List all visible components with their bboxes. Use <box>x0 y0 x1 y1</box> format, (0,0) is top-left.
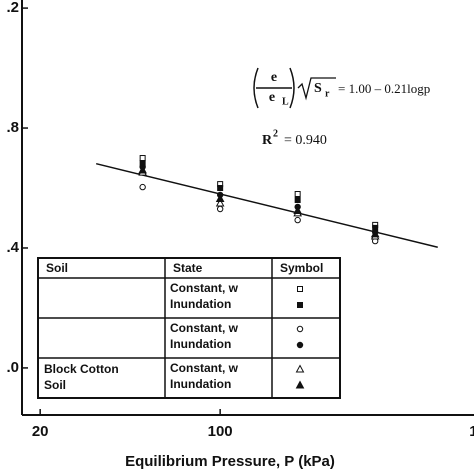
legend-header: Symbol <box>280 261 323 275</box>
point <box>217 185 224 192</box>
y-tick-label: .0 <box>6 359 19 376</box>
legend: Soil State Symbol Constant, w Inundation Cons… <box>37 257 341 399</box>
y-tick-label: .2 <box>6 0 19 16</box>
point <box>216 205 224 213</box>
legend-state: Inundation <box>170 337 231 351</box>
y-tick-label: .8 <box>6 119 19 136</box>
legend-state: Constant, w <box>170 281 239 295</box>
legend-state: Constant, w <box>170 361 239 375</box>
point <box>139 155 146 162</box>
point <box>296 325 304 333</box>
bracket <box>253 67 295 109</box>
point <box>139 183 146 191</box>
point <box>294 216 301 224</box>
point <box>138 165 147 174</box>
r2-text: = 0.940 <box>284 133 327 148</box>
point <box>215 193 225 203</box>
legend-header: State <box>173 261 203 275</box>
r2-label: R <box>262 133 273 148</box>
x-tick-label: 20 <box>32 423 49 440</box>
eq-root: S <box>314 81 322 96</box>
legend-box <box>37 257 341 399</box>
y-tick-label: .4 <box>6 239 19 256</box>
point <box>294 197 301 204</box>
legend-soil: Block Cotton Soil <box>44 362 119 392</box>
eq-num: e <box>271 70 277 85</box>
legend-state: Inundation <box>170 297 231 311</box>
legend-state: Inundation <box>170 377 231 391</box>
point <box>295 364 305 373</box>
equation: e e L S r = 1.00 – 0.21logp R 2 = 0.940 <box>253 67 430 148</box>
point <box>295 380 305 389</box>
point <box>294 191 301 198</box>
x-tick-label: 10 <box>469 423 474 440</box>
point <box>296 341 304 349</box>
point <box>215 198 225 207</box>
eq-root-sub: r <box>325 88 330 99</box>
eq-den: e <box>269 90 275 105</box>
point <box>370 229 380 238</box>
legend-header: Soil <box>46 261 68 275</box>
point <box>297 302 303 308</box>
root-sign <box>297 77 336 101</box>
legend-state: Constant, w <box>170 321 239 335</box>
point <box>297 286 303 292</box>
eq-den-sub: L <box>282 96 289 107</box>
eq-rhs: = 1.00 – 0.21logp <box>338 81 430 96</box>
point <box>293 205 302 214</box>
r2-sup: 2 <box>273 128 278 139</box>
fit-line <box>95 162 438 248</box>
x-tick-label: 100 <box>208 423 233 440</box>
legend-soil-wrap: Block Cotton Soil <box>44 362 119 392</box>
x-label: Equilibrium Pressure, P (kPa) <box>125 453 335 470</box>
